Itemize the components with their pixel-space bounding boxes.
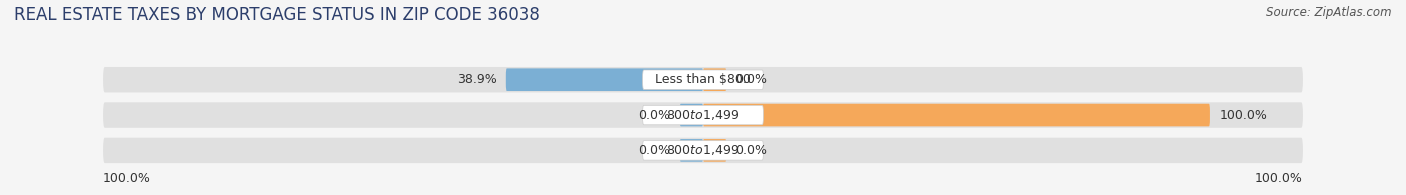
FancyBboxPatch shape (103, 102, 1303, 128)
FancyBboxPatch shape (703, 68, 727, 91)
Text: 100.0%: 100.0% (1219, 109, 1267, 121)
FancyBboxPatch shape (703, 104, 1211, 126)
Text: 0.0%: 0.0% (735, 73, 768, 86)
Text: $800 to $1,499: $800 to $1,499 (666, 108, 740, 122)
FancyBboxPatch shape (703, 139, 727, 162)
Text: 0.0%: 0.0% (735, 144, 768, 157)
FancyBboxPatch shape (643, 70, 763, 90)
FancyBboxPatch shape (643, 105, 763, 125)
Text: Source: ZipAtlas.com: Source: ZipAtlas.com (1267, 6, 1392, 19)
Text: 0.0%: 0.0% (638, 144, 671, 157)
Text: 100.0%: 100.0% (1256, 172, 1303, 185)
Text: 0.0%: 0.0% (638, 109, 671, 121)
FancyBboxPatch shape (506, 68, 703, 91)
FancyBboxPatch shape (103, 67, 1303, 92)
Text: $800 to $1,499: $800 to $1,499 (666, 143, 740, 157)
FancyBboxPatch shape (679, 139, 703, 162)
Text: REAL ESTATE TAXES BY MORTGAGE STATUS IN ZIP CODE 36038: REAL ESTATE TAXES BY MORTGAGE STATUS IN … (14, 6, 540, 24)
FancyBboxPatch shape (679, 104, 703, 126)
FancyBboxPatch shape (643, 141, 763, 160)
Text: 38.9%: 38.9% (457, 73, 496, 86)
FancyBboxPatch shape (103, 138, 1303, 163)
Text: 100.0%: 100.0% (103, 172, 150, 185)
Text: Less than $800: Less than $800 (655, 73, 751, 86)
